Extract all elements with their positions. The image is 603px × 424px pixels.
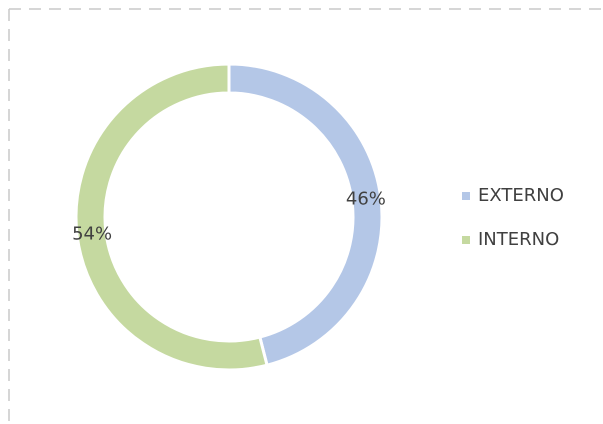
legend-label: EXTERNO (478, 185, 564, 206)
data-label: 46% (346, 189, 386, 210)
data-label: 54% (72, 223, 112, 244)
legend-swatch (462, 192, 470, 200)
legend-label: INTERNO (478, 229, 559, 250)
legend-swatch (462, 236, 470, 244)
donut-slice (74, 62, 269, 372)
donut-slice (227, 62, 384, 368)
